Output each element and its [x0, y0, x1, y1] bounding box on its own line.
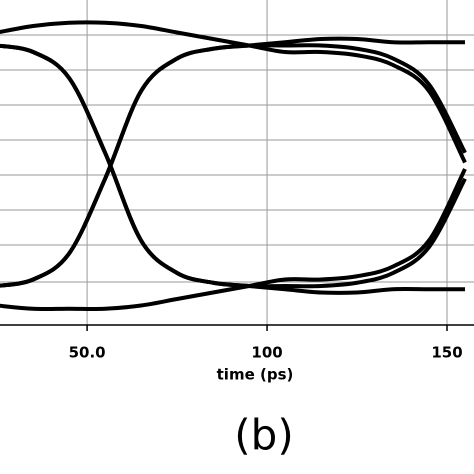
trace — [0, 20, 467, 164]
x-tick-label: 50.0 — [69, 344, 106, 362]
h-grid — [0, 34, 474, 283]
x-axis-label: time (ps) — [217, 366, 294, 384]
trace — [0, 36, 466, 288]
x-tick-label: 100 — [251, 344, 282, 362]
x-tick-label: 150 — [431, 344, 462, 362]
panel-label: (b) — [234, 411, 293, 460]
trace — [0, 168, 467, 311]
trace — [0, 43, 466, 295]
